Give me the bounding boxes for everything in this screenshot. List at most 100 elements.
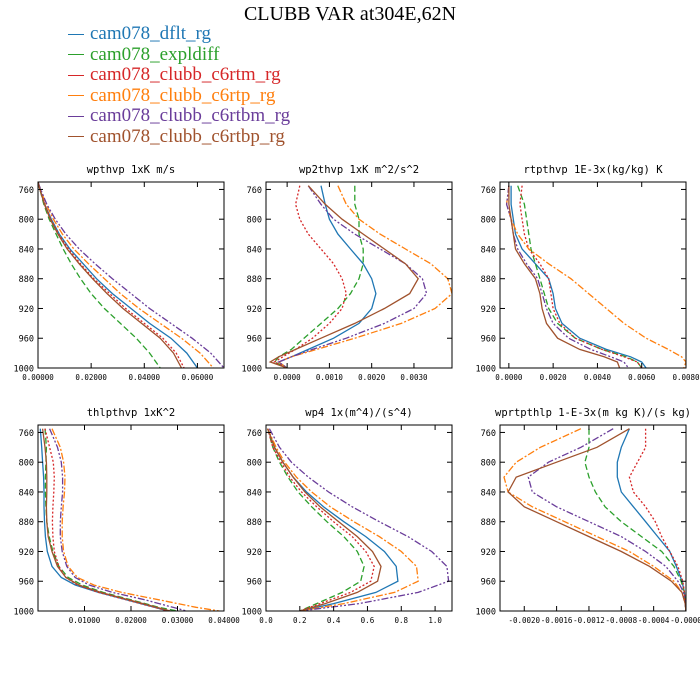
series-line: [277, 185, 428, 368]
x-tick-label: 0.00000: [22, 373, 54, 382]
legend-item: cam078_expldiff: [68, 44, 290, 66]
x-tick-label: 0.04000: [208, 616, 240, 625]
series-line: [628, 428, 686, 611]
y-tick-label: 760: [247, 429, 262, 439]
series-line: [517, 185, 643, 368]
series-line: [503, 428, 686, 611]
y-tick-label: 760: [19, 186, 34, 196]
y-tick-label: 800: [481, 459, 496, 469]
panel-frame: [265, 424, 453, 612]
series-line: [505, 185, 686, 368]
y-tick-label: 920: [481, 548, 496, 558]
series-line: [584, 428, 686, 611]
series-line: [277, 185, 452, 368]
legend: cam078_dflt_rg cam078_expldiff cam078_club…: [68, 24, 290, 147]
series-line: [267, 428, 399, 611]
y-tick-label: 960: [481, 335, 496, 345]
legend-swatch: [68, 136, 84, 138]
legend-label: cam078_clubb_c6rtp_rg: [90, 84, 276, 106]
x-tick-label: 0.01000: [69, 616, 101, 625]
y-tick-label: 840: [247, 245, 262, 255]
y-tick-label: 920: [19, 305, 34, 315]
x-tick-label: -0.0004: [638, 616, 670, 625]
series-line: [277, 185, 377, 368]
legend-item: cam078_clubb_c6rtp_rg: [68, 84, 290, 107]
y-tick-label: 800: [19, 216, 34, 226]
x-tick-label: 0.06000: [182, 373, 214, 382]
y-tick-label: 840: [19, 245, 34, 255]
legend-swatch: [68, 74, 84, 76]
x-tick-label: 0.0020: [358, 373, 386, 382]
y-tick-label: 880: [19, 518, 34, 528]
series-group: [268, 185, 452, 368]
y-tick-label: 800: [247, 216, 262, 226]
panel-title: rtpthvp 1E-3x(kg/kg) K: [523, 164, 663, 176]
y-tick-label: 800: [481, 216, 496, 226]
y-tick-label: 960: [19, 578, 34, 588]
y-tick-label: 960: [19, 335, 34, 345]
x-tick-label: 0.04000: [128, 373, 160, 382]
x-tick-label: 0.0000: [495, 373, 523, 382]
panel: rtpthvp 1E-3x(kg/kg) K 760 800 840 880 920 960…: [476, 164, 700, 382]
series-line: [38, 182, 224, 368]
series-line: [527, 428, 686, 611]
panel-frame: [265, 181, 453, 369]
legend-label: cam078_clubb_c6rtbm_rg: [90, 105, 291, 127]
series-line: [38, 182, 214, 368]
x-tick-label: -0.0000: [670, 616, 700, 625]
series-line: [44, 428, 178, 611]
y-tick-label: 760: [481, 186, 496, 196]
x-tick-label: 0.6: [361, 616, 375, 625]
panel-frame: [499, 181, 687, 369]
chart-title: CLUBB VAR at304E,62N: [243, 3, 457, 25]
series-line: [268, 428, 450, 611]
series-group: [505, 185, 686, 368]
panel-title: wprtpthlp 1-E-3x(m kg K)/(s kg): [495, 407, 691, 419]
series-line: [507, 428, 686, 611]
panel-title: wp4 1x(m^4)/(s^4): [305, 407, 412, 419]
y-tick-label: 1000: [14, 608, 34, 618]
y-tick-label: 840: [481, 245, 496, 255]
panel: wp4 1x(m^4)/(s^4)76080084088092096010000…: [242, 407, 453, 625]
series-line: [267, 428, 382, 611]
x-tick-label: 0.2: [293, 616, 307, 625]
series-line: [268, 185, 419, 368]
y-tick-label: 1000: [476, 365, 496, 375]
y-tick-label: 880: [247, 518, 262, 528]
y-tick-label: 1000: [242, 608, 262, 618]
series-line: [273, 185, 347, 368]
series-line: [49, 428, 187, 611]
legend-label: cam078_clubb_c6rtbp_rg: [90, 125, 285, 147]
legend-swatch: [68, 33, 84, 35]
x-tick-label: 0.0: [259, 616, 273, 625]
y-tick-label: 800: [247, 459, 262, 469]
y-tick-label: 1000: [242, 365, 262, 375]
y-tick-label: 960: [247, 335, 262, 345]
panel-frame: [37, 424, 225, 612]
x-tick-label: -0.0020: [508, 616, 540, 625]
panel: wp2thvp 1xK m^2/s^2 760 800 840 880 920 960 100…: [242, 164, 453, 382]
x-tick-label: 0.8: [394, 616, 408, 625]
panel-title: thlpthvp 1xK^2: [87, 407, 176, 419]
x-tick-label: 0.02000: [115, 616, 147, 625]
legend-item: cam078_clubb_c6rtbp_rg: [68, 125, 290, 148]
panel-frame: [37, 181, 225, 369]
y-tick-label: 760: [481, 429, 496, 439]
y-tick-label: 840: [247, 488, 262, 498]
panel: wpthvp 1xK m/s 760 800 840 880 920 960 10000.00…: [14, 164, 225, 382]
y-tick-label: 920: [481, 305, 496, 315]
y-tick-label: 880: [247, 275, 262, 285]
series-line: [41, 428, 171, 611]
legend-label: cam078_clubb_c6rtm_rg: [90, 64, 281, 86]
series-line: [38, 182, 161, 368]
y-tick-label: 840: [481, 488, 496, 498]
x-tick-label: 0.02000: [75, 373, 107, 382]
y-tick-label: 760: [19, 429, 34, 439]
y-tick-label: 1000: [14, 365, 34, 375]
legend-item: cam078_dflt_rg: [68, 24, 290, 45]
y-tick-label: 760: [247, 186, 262, 196]
series-line: [44, 428, 169, 611]
series-group: [38, 182, 224, 368]
x-tick-label: 0.0060: [628, 373, 656, 382]
